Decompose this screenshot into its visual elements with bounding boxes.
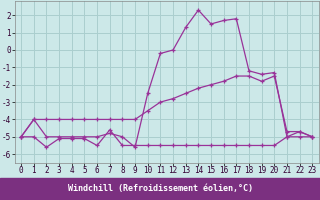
Text: Windchill (Refroidissement éolien,°C): Windchill (Refroidissement éolien,°C) (68, 184, 252, 194)
